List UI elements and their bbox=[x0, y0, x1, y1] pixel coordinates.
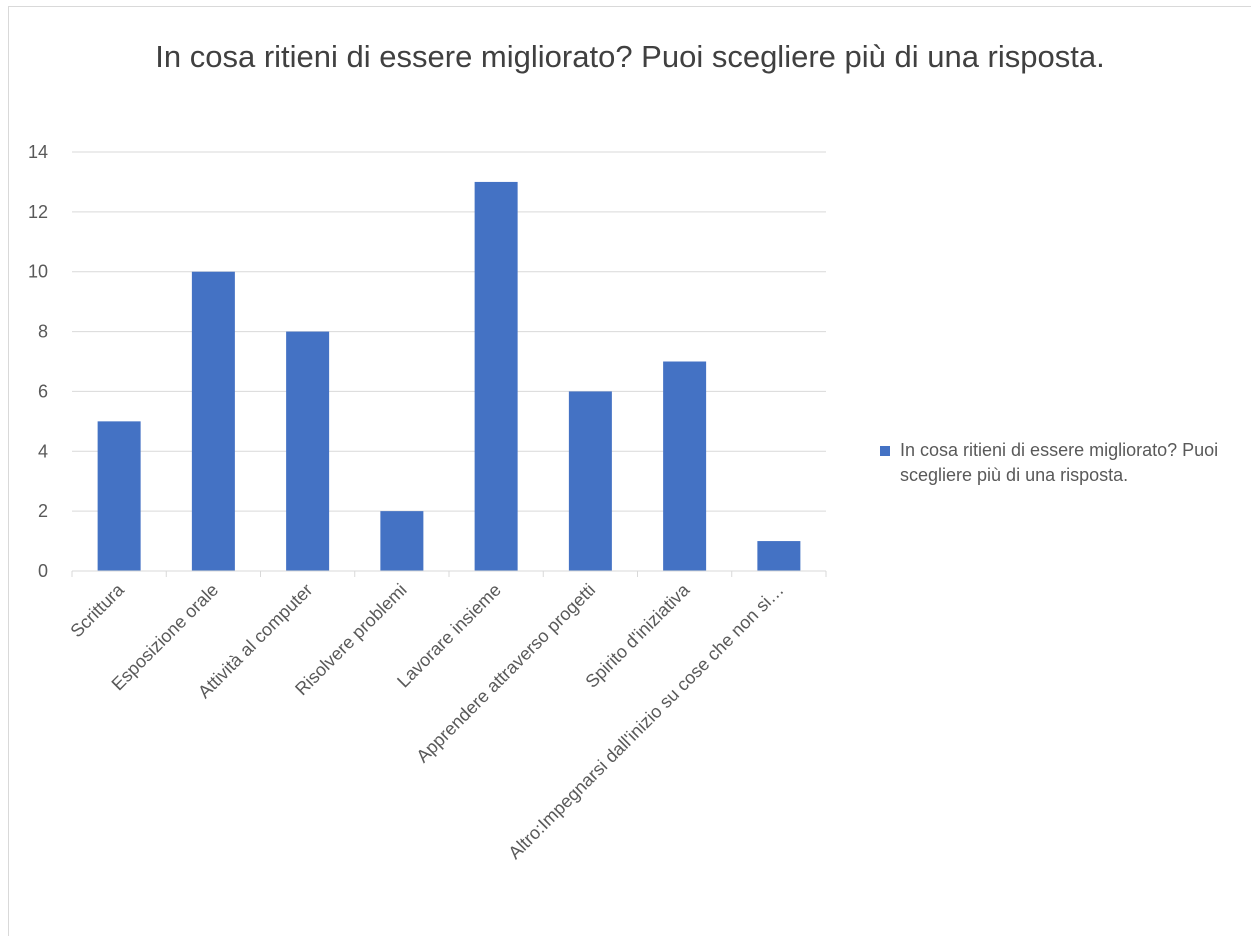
bar bbox=[380, 511, 424, 571]
y-tick-label: 0 bbox=[38, 561, 48, 581]
x-tick-label: Apprendere attraverso progetti bbox=[412, 580, 599, 767]
bar bbox=[474, 181, 518, 571]
gridlines bbox=[72, 151, 826, 512]
legend: In cosa ritieni di essere migliorato? Pu… bbox=[880, 438, 1230, 488]
bar bbox=[286, 331, 330, 571]
y-tick-label: 6 bbox=[38, 381, 48, 401]
y-tick-label: 10 bbox=[28, 262, 48, 282]
y-axis-ticks: 0 2 4 6 8 10 12 14 bbox=[28, 142, 48, 581]
bar bbox=[568, 391, 612, 571]
y-tick-label: 8 bbox=[38, 322, 48, 342]
legend-swatch bbox=[880, 446, 890, 456]
y-tick-label: 12 bbox=[28, 202, 48, 222]
bar bbox=[191, 271, 235, 571]
y-tick-label: 2 bbox=[38, 501, 48, 521]
x-axis bbox=[71, 570, 827, 577]
chart-frame bbox=[8, 6, 1251, 936]
bar bbox=[757, 541, 801, 571]
x-tick-label: Lavorare insieme bbox=[393, 580, 505, 692]
bars bbox=[97, 181, 801, 571]
bar bbox=[97, 421, 141, 571]
chart-title: In cosa ritieni di essere migliorato? Pu… bbox=[155, 39, 1105, 74]
legend-label: In cosa ritieni di essere migliorato? Pu… bbox=[900, 440, 1219, 485]
y-tick-label: 4 bbox=[38, 441, 48, 461]
bar bbox=[663, 361, 707, 571]
y-tick-label: 14 bbox=[28, 142, 48, 162]
x-tick-label: Scrittura bbox=[66, 579, 128, 641]
